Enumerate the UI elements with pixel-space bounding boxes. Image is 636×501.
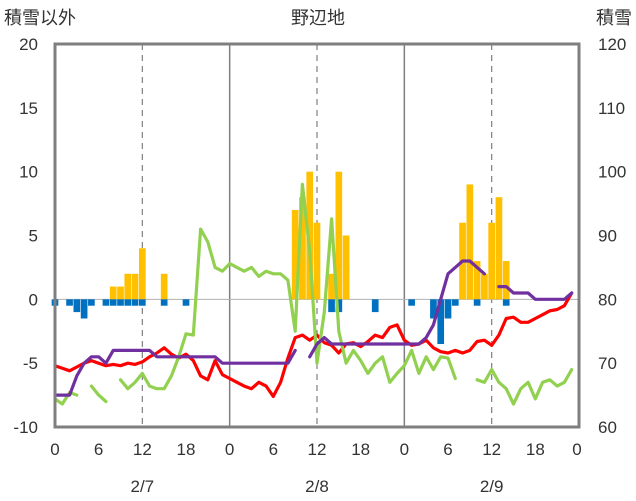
- bar: [502, 299, 510, 306]
- bar: [109, 299, 117, 306]
- bar: [88, 299, 95, 306]
- y-tick-left: -5: [23, 354, 38, 373]
- bar: [124, 299, 132, 306]
- date-label: 2/8: [305, 477, 329, 496]
- bar: [495, 197, 503, 300]
- bar: [488, 222, 496, 300]
- y-tick-left: 20: [19, 35, 38, 54]
- bar: [444, 299, 452, 319]
- bar: [117, 286, 124, 300]
- y-tick-left: 15: [19, 99, 38, 118]
- x-tick: 18: [526, 440, 545, 459]
- series-line: [53, 259, 574, 397]
- y-tick-left: -10: [13, 418, 38, 437]
- x-tick: 18: [351, 440, 370, 459]
- x-tick: 0: [50, 440, 59, 459]
- y-tick-right: 90: [598, 227, 617, 246]
- bar: [160, 299, 168, 306]
- bar: [371, 299, 379, 313]
- bar: [131, 273, 139, 300]
- bar: [481, 273, 488, 300]
- bar: [124, 273, 132, 300]
- x-tick: 0: [225, 440, 234, 459]
- x-tick: 6: [269, 440, 278, 459]
- right-axis-label: 積雪: [596, 8, 632, 29]
- bar: [102, 299, 110, 306]
- bar: [328, 273, 335, 300]
- left-axis-label: 積雪以外: [4, 8, 76, 29]
- x-tick: 18: [177, 440, 196, 459]
- bar: [291, 209, 299, 300]
- bar: [335, 171, 343, 300]
- y-tick-right: 70: [598, 354, 617, 373]
- y-tick-right: 120: [598, 35, 626, 54]
- x-tick: 12: [133, 440, 152, 459]
- bar: [328, 299, 335, 313]
- line-layer: [53, 182, 574, 406]
- bar: [138, 299, 146, 306]
- bar: [466, 184, 474, 300]
- bar: [342, 235, 350, 300]
- y-tick-right: 60: [598, 418, 617, 437]
- x-tick: 0: [400, 440, 409, 459]
- y-tick-right: 100: [598, 163, 626, 182]
- x-tick: 6: [94, 440, 103, 459]
- y-tick-left: 5: [29, 227, 38, 246]
- y-tick-right: 110: [598, 99, 625, 118]
- x-tick: 6: [443, 440, 452, 459]
- chart-title: 野辺地: [291, 8, 345, 29]
- y-tick-left: 0: [29, 290, 38, 309]
- bar: [451, 299, 459, 306]
- x-tick: 12: [482, 440, 501, 459]
- bar: [109, 286, 117, 300]
- bar: [473, 261, 481, 300]
- plot-frame: [53, 42, 581, 429]
- x-tick: 0: [572, 440, 581, 459]
- bar: [502, 261, 510, 300]
- bar: [299, 197, 306, 300]
- series-line: [53, 182, 574, 406]
- date-label: 2/7: [131, 477, 155, 496]
- bar: [335, 299, 343, 313]
- series-line: [53, 291, 574, 398]
- bar: [160, 273, 168, 300]
- date-label: 2/9: [480, 477, 504, 496]
- bar: [430, 299, 437, 319]
- x-tick: 12: [308, 440, 327, 459]
- bar: [313, 222, 321, 300]
- bar: [408, 299, 415, 306]
- bar: [138, 248, 146, 300]
- y-tick-left: 10: [19, 163, 38, 182]
- bar: [117, 299, 124, 306]
- bar: [437, 299, 445, 345]
- bar: [306, 171, 314, 300]
- bar: [66, 299, 73, 306]
- bar: [131, 299, 139, 306]
- bar: [182, 299, 190, 306]
- bar: [80, 299, 88, 319]
- bar: [473, 299, 481, 306]
- bar: [73, 299, 81, 313]
- y-tick-right: 80: [598, 290, 617, 309]
